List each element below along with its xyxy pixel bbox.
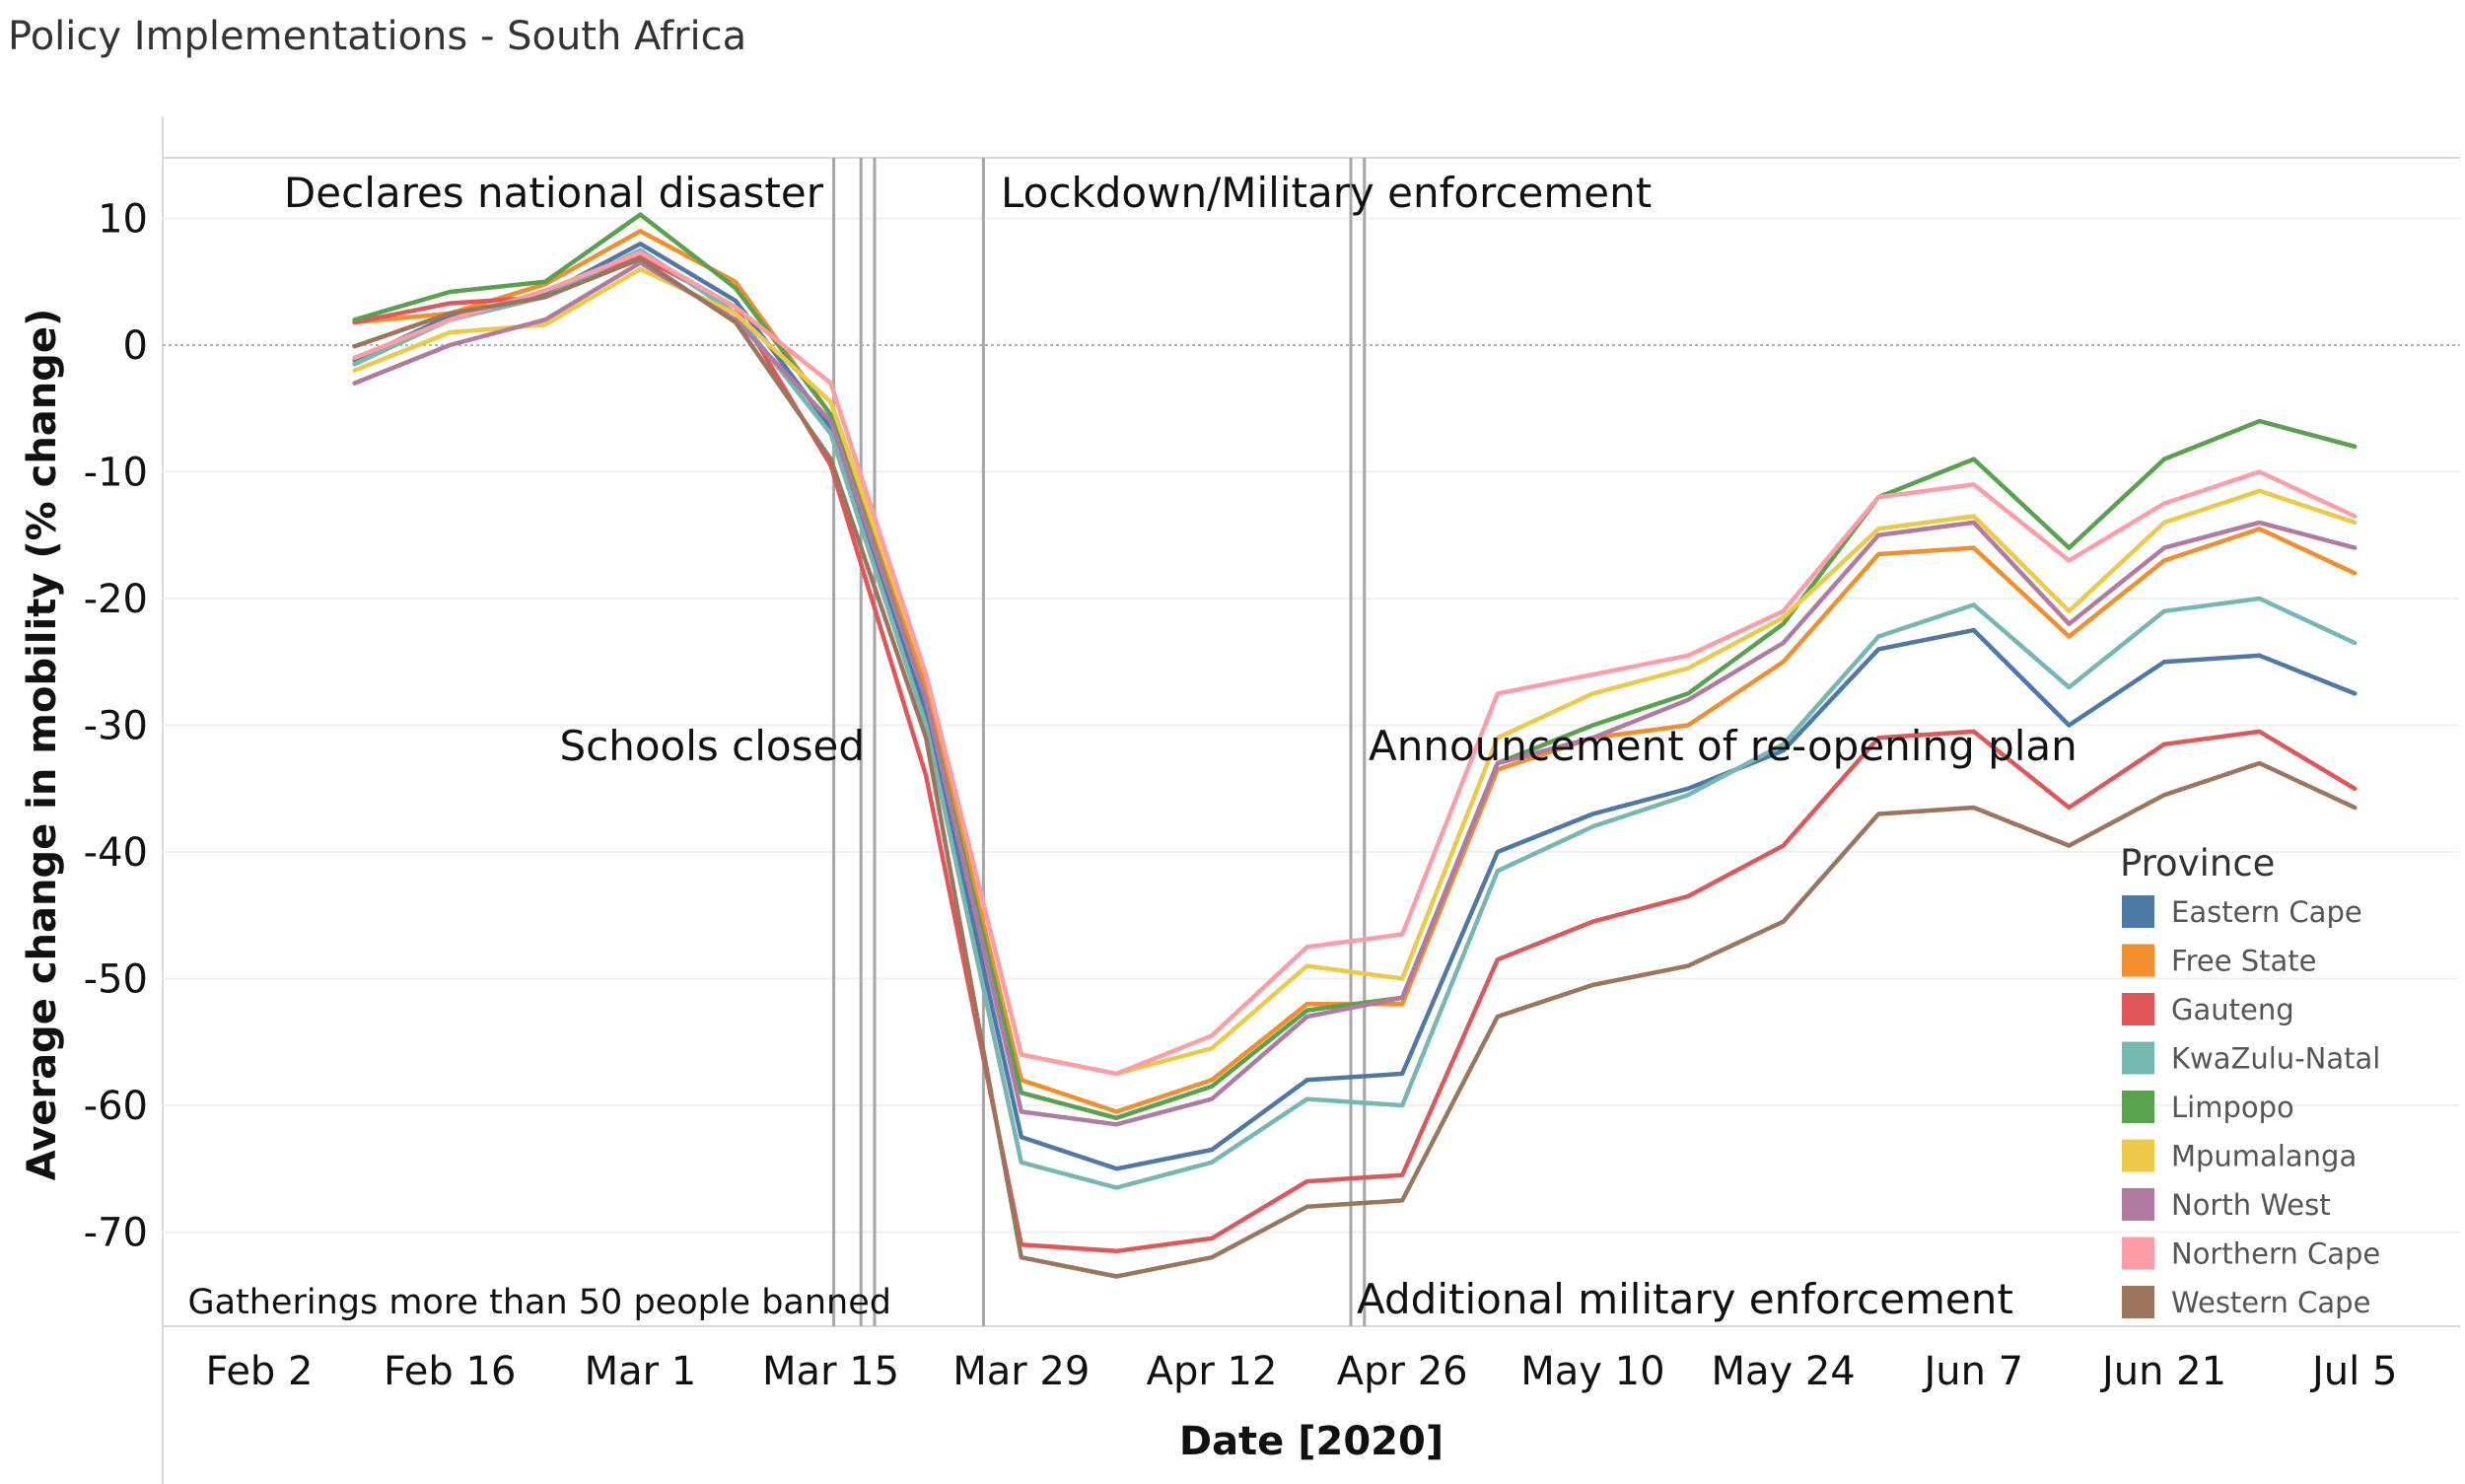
annotation-label: Additional military enforcement [1357, 1275, 2013, 1323]
policy-annotations: Declares national disaster Schools closed… [187, 169, 2077, 1323]
legend-label: KwaZulu-Natal [2171, 1042, 2380, 1076]
x-tick-label: Mar 1 [585, 1349, 697, 1394]
y-tick-label: -20 [84, 577, 148, 622]
x-tick-label: May 24 [1711, 1349, 1855, 1394]
series-lines [352, 212, 2358, 1279]
legend-swatch [2122, 993, 2154, 1025]
y-tick-label: -70 [84, 1211, 148, 1256]
x-tick-label: Jun 21 [2099, 1349, 2226, 1394]
legend-swatch [2122, 944, 2154, 977]
x-tick-label: Feb 2 [206, 1349, 314, 1394]
x-tick-label: May 10 [1520, 1349, 1664, 1394]
series-line-eastern-cape [352, 241, 2358, 1171]
legend-label: Western Cape [2171, 1286, 2370, 1319]
x-axis-title: Date [2020] [1179, 1419, 1444, 1464]
series-line-limpopo [352, 212, 2358, 1121]
legend-swatch [2122, 1286, 2154, 1318]
legend: Province Eastern Cape Free State Gauteng Kw… [2120, 842, 2380, 1319]
x-tick-label: Mar 15 [762, 1349, 899, 1394]
legend-title: Province [2120, 842, 2275, 884]
legend-label: Free State [2171, 945, 2317, 978]
legend-label: Northern Cape [2171, 1237, 2380, 1271]
legend-swatch [2122, 1041, 2154, 1075]
series-line-north-west [352, 260, 2358, 1127]
y-tick-label: -30 [84, 704, 148, 749]
legend-swatch [2122, 895, 2154, 928]
legend-label: Limpopo [2171, 1091, 2294, 1124]
y-axis-title: Average change in mobility (% change) [20, 309, 65, 1181]
policy-event-lines [832, 158, 1367, 1326]
page-title: Policy Implementations - South Africa [8, 14, 747, 59]
x-tick-label: Feb 16 [384, 1349, 516, 1394]
series-line-mpumalanga [352, 266, 2358, 1077]
plot-frame [162, 116, 2460, 1484]
legend-swatch [2122, 1237, 2154, 1270]
y-tick-label: -50 [84, 957, 148, 1003]
series-line-western-cape [352, 256, 2358, 1279]
legend-label: Gauteng [2171, 993, 2294, 1026]
x-tick-label: Jul 5 [2309, 1349, 2397, 1394]
annotation-label: Declares national disaster [284, 169, 824, 217]
annotation-label: Announcement of re-opening plan [1369, 722, 2078, 770]
y-tick-label: -10 [84, 451, 148, 496]
legend-label: Eastern Cape [2171, 895, 2362, 929]
y-axis-ticks: 10 0 -10 -20 -30 -40 -50 -60 -70 [84, 197, 148, 1256]
y-tick-label: 10 [98, 197, 148, 243]
gridlines [163, 217, 2460, 1234]
annotation-label: Gatherings more than 50 people banned [187, 1283, 891, 1322]
annotation-label: Lockdown/Military enforcement [1001, 169, 1652, 217]
series-line-kwazulu-natal [352, 247, 2358, 1190]
x-axis-ticks: Feb 2 Feb 16 Mar 1 Mar 15 Mar 29 Apr 12 Apr 26… [206, 1349, 2398, 1394]
y-tick-label: -40 [84, 830, 148, 876]
legend-swatch [2122, 1139, 2154, 1172]
legend-label: Mpumalanga [2171, 1140, 2357, 1173]
legend-label: North West [2171, 1188, 2331, 1222]
y-tick-label: -60 [84, 1084, 148, 1129]
annotation-label: Schools closed [559, 722, 865, 770]
x-tick-label: Mar 29 [952, 1349, 1090, 1394]
x-tick-label: Apr 12 [1147, 1349, 1278, 1394]
legend-swatch [2122, 1091, 2154, 1123]
x-tick-label: Apr 26 [1337, 1349, 1468, 1394]
x-tick-label: Jun 7 [1921, 1349, 2023, 1394]
y-tick-label: 0 [123, 323, 148, 369]
series-line-northern-cape [352, 249, 2358, 1077]
legend-swatch [2122, 1188, 2154, 1221]
